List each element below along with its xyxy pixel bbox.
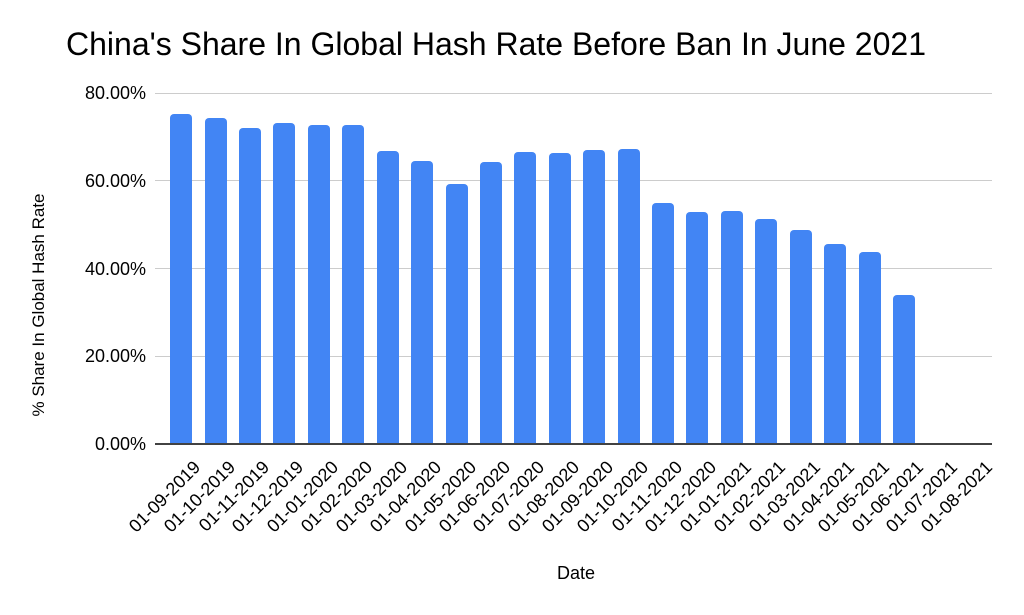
bar-01-12-2020 <box>686 212 709 444</box>
bar-01-03-2020 <box>376 151 399 444</box>
y-axis-title: % Share In Global Hash Rate <box>29 193 48 417</box>
bar-01-02-2021 <box>755 219 778 444</box>
y-tick-label: 80.00% <box>84 83 146 103</box>
bar-01-09-2020 <box>583 150 606 444</box>
bar-01-01-2020 <box>307 125 330 444</box>
y-tick-label: 20.00% <box>84 346 146 367</box>
bar-01-05-2021 <box>858 252 881 444</box>
y-tick-label: 0.00% <box>94 434 146 454</box>
bar-01-09-2019 <box>170 114 193 444</box>
bar-01-10-2020 <box>617 149 640 444</box>
bar-01-08-2020 <box>548 153 571 444</box>
bar-01-11-2020 <box>652 203 675 444</box>
bar-01-04-2020 <box>411 161 434 444</box>
gridline-60.00% <box>155 180 992 182</box>
bar-01-02-2020 <box>342 125 365 444</box>
y-tick-label: 60.00% <box>84 170 146 191</box>
bar-01-06-2021 <box>892 295 915 444</box>
gridline-20.00% <box>155 355 992 357</box>
bar-01-03-2021 <box>789 230 812 444</box>
bar-01-06-2020 <box>479 162 502 444</box>
bar-01-05-2020 <box>445 184 468 444</box>
x-axis-line <box>155 443 992 445</box>
bar-01-10-2019 <box>204 118 227 444</box>
gridline-80.00% <box>155 92 992 94</box>
bar-01-01-2021 <box>720 211 743 444</box>
chart-title: China's Share In Global Hash Rate Before… <box>66 26 926 62</box>
x-axis-title: Date <box>556 563 596 583</box>
bar-01-12-2019 <box>273 123 296 444</box>
bar-01-11-2019 <box>239 128 262 444</box>
y-tick-label: 40.00% <box>84 258 146 279</box>
gridline-40.00% <box>155 268 992 269</box>
bar-01-07-2020 <box>514 152 537 444</box>
bar-01-04-2021 <box>824 244 847 444</box>
